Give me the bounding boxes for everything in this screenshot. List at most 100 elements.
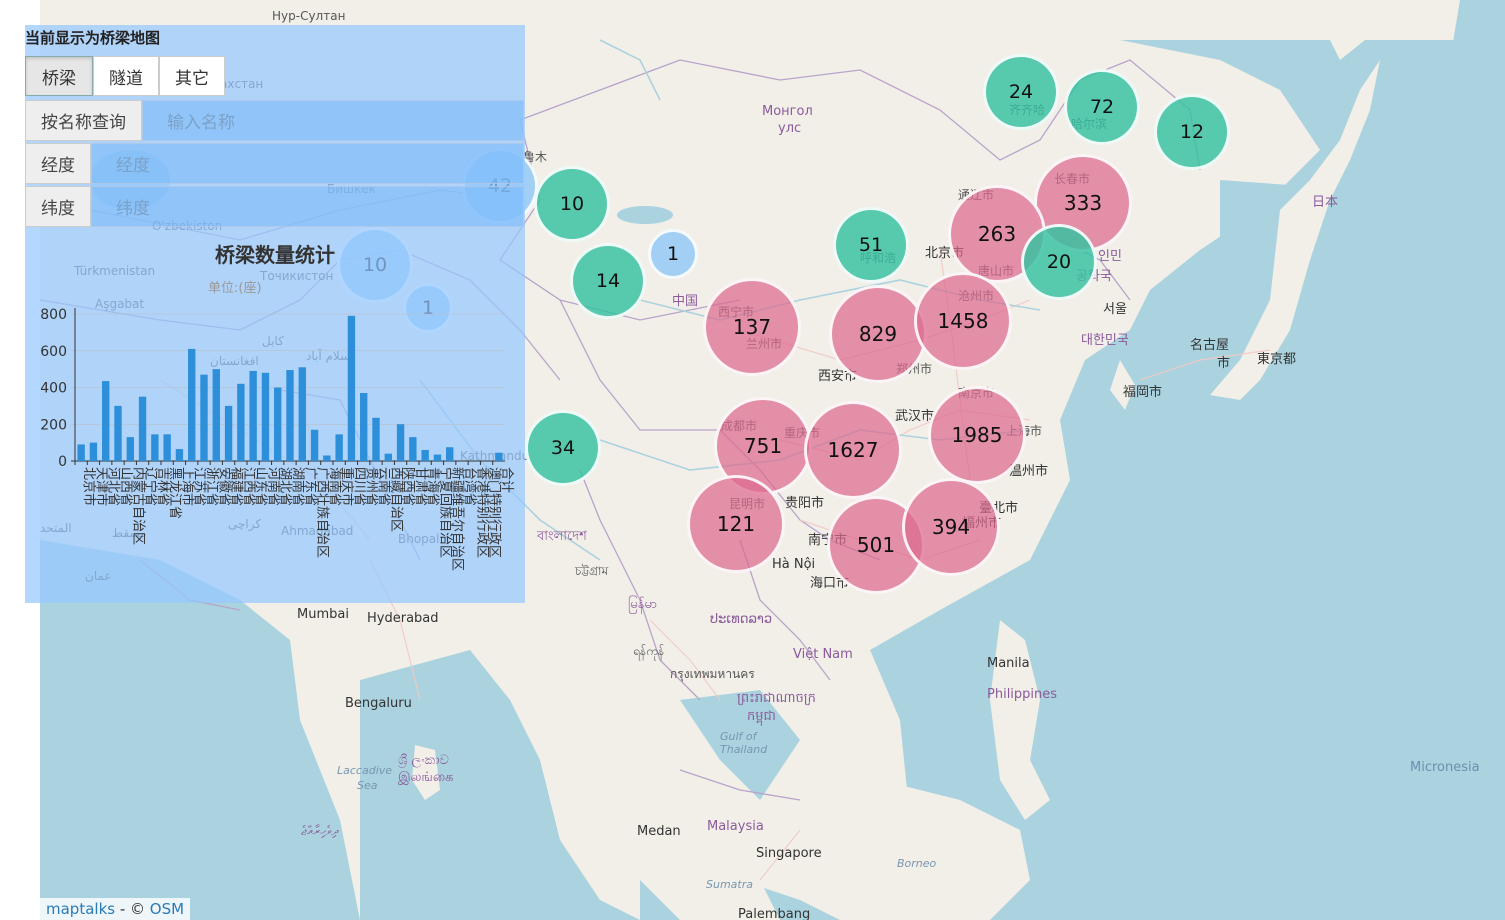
longitude-row: 经度 经度 [25,143,524,184]
map-place-label: กรุงเทพมหานคร [670,667,755,681]
chart-y-tick-label: 0 [58,454,67,470]
map-place-label: Нур-Султан [272,9,346,23]
chart-bar [188,348,196,461]
name-search-button[interactable]: 按名称查询 [25,100,142,141]
chart-bar [286,370,294,461]
chart-bar [261,372,270,461]
map-cluster-marker[interactable]: 14 [570,243,646,319]
chart-y-tick-label: 400 [40,381,67,397]
map-place-label: 鲁木 [523,150,548,164]
attribution-separator: - © [115,900,150,918]
chart-bar [224,405,233,461]
map-place-label: 대한민국 [1081,333,1129,348]
osm-link[interactable]: OSM [149,900,185,918]
map-place-label: 名古屋 [1190,338,1230,353]
longitude-label: 经度 [25,143,91,184]
latitude-input[interactable]: 纬度 [91,186,524,227]
chart-x-tick-label: 吉林省 [155,467,170,506]
chart-x-tick-label: 新疆维吾尔自治区 [450,467,466,571]
map-place-label: 서울 [1103,302,1127,317]
map-place-label: 温州市 [1009,464,1049,479]
map-place-label: Philippines [987,687,1058,702]
chart-x-tick-label: 河南省 [265,467,281,506]
chart-x-tick-label: 湖北省 [278,467,293,506]
map-place-label: ދިވެހިރާއްޖެ [301,824,339,839]
control-panel: 当前显示为桥梁地图 桥梁 隧道 其它 按名称查询 输入名称 经度 经度 纬度 纬… [25,25,525,603]
map-place-label: Manila [987,656,1030,671]
map-cluster-marker[interactable]: 1 [648,229,698,279]
chart-bar [298,367,306,461]
chart-x-tick-label: 江西省 [241,467,256,506]
map-place-label: ရန်ကုန် [633,644,665,658]
chart-x-tick-label: 广西壮族自治区 [315,467,331,558]
maptalks-link[interactable]: maptalks [46,900,116,918]
chart-x-tick-label: 云南省 [376,467,392,506]
map-place-label: 日本 [1312,195,1339,210]
chart-x-tick-label: 青海省 [425,467,440,506]
latitude-label: 纬度 [25,186,91,227]
map-place-label: Gulf of [720,730,757,743]
map-basemap [40,0,1505,920]
map-cluster-marker[interactable]: 137 [703,278,801,376]
chart-x-tick-label: 广东省 [302,467,317,506]
map-cluster-marker[interactable]: 51 [833,207,909,283]
map-cluster-marker[interactable]: 121 [687,475,785,573]
map-place-label: កម្ពុជា [747,709,776,724]
chart-bar [138,396,147,461]
chart-x-tick-label: 上海市 [179,467,195,506]
chart-bar [396,424,405,461]
map-place-label: Thailand [720,743,768,756]
map-place-label: Sumatra [706,878,753,891]
chart-bar [274,387,282,461]
chart-bar [409,437,417,461]
chart-x-tick-label: 海南省 [327,467,343,506]
map-cluster-marker[interactable]: 1627 [804,401,902,499]
map-cluster-marker[interactable]: 20 [1021,224,1097,300]
chart-bar [372,417,380,461]
map-place-label: চট্টগ্রাম [575,564,609,578]
chart-bar [175,449,184,461]
tab-bridge-button[interactable]: 桥梁 [25,56,93,96]
map-cluster-marker[interactable]: 1985 [928,386,1026,484]
chart-x-tick-label: 宁夏回族自治区 [437,467,453,558]
tab-tunnel-button[interactable]: 隧道 [93,56,159,96]
chart-x-tick-label: 北京市 [81,467,97,506]
chart-subtitle: 单位:(座) [208,281,262,296]
map-place-label: Hà Nội [772,557,816,572]
tab-other-button[interactable]: 其它 [159,56,225,96]
chart-x-tick-label: 浙江省 [204,467,219,506]
map-place-label: Medan [637,824,681,839]
map-place-label: Malaysia [707,819,764,834]
chart-x-tick-label: 澳门特别行政区 [487,467,503,558]
map-cluster-marker[interactable]: 10 [534,166,610,242]
chart-x-tick-label: 河北省 [106,467,121,506]
chart-x-tick-label: 山东省 [253,467,268,506]
chart-x-tick-label: 合计 [499,467,514,493]
map-cluster-marker[interactable]: 34 [525,410,601,486]
chart-bar [114,405,122,461]
map-place-label: 東京都 [1257,352,1297,367]
chart-bar [323,455,331,461]
name-search-input[interactable]: 输入名称 [142,100,524,141]
longitude-input[interactable]: 经度 [91,143,524,184]
chart-x-tick-label: 江苏省 [192,467,208,506]
map-place-label: Borneo [897,857,937,870]
map-cluster-marker[interactable]: 829 [829,285,927,383]
map-place-label: Hyderabad [367,611,439,626]
map-place-label: Sea [357,779,378,792]
map-place-label: 福岡市 [1123,385,1163,400]
chart-bar [446,447,454,461]
map-place-label: 贵阳市 [785,496,825,511]
map-cluster-marker[interactable]: 394 [902,478,1000,576]
map-cluster-marker[interactable]: 1458 [914,272,1012,370]
chart-x-tick-label: 陕西省 [401,467,416,506]
type-button-group: 桥梁 隧道 其它 [25,56,225,96]
current-map-status: 当前显示为桥梁地图 [25,29,161,47]
map-cluster-marker[interactable]: 12 [1154,94,1230,170]
map-cluster-marker[interactable]: 24 [983,54,1059,130]
map-cluster-marker[interactable]: 72 [1064,69,1140,145]
name-search-row: 按名称查询 输入名称 [25,100,524,141]
chart-bar [77,444,85,461]
chart-bar [237,383,245,461]
